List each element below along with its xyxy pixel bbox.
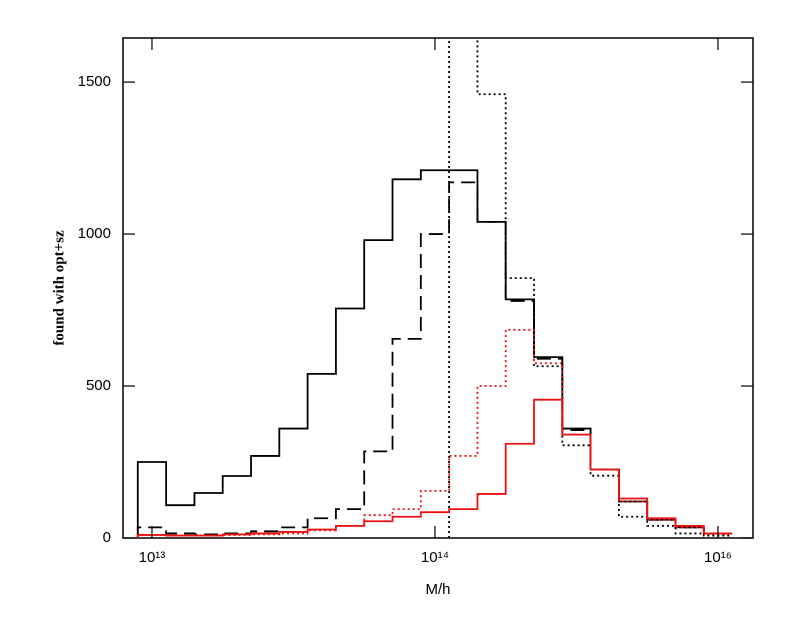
histogram-line [136, 398, 733, 538]
histogram-line [136, 181, 733, 538]
histogram-line [136, 328, 733, 538]
y-tick-label: 500 [86, 377, 111, 394]
x-tick-label: 10¹⁴ [421, 549, 449, 566]
y-tick-label: 0 [103, 529, 111, 546]
x-axis-label: M/h [425, 581, 450, 598]
histogram-line [136, 169, 733, 538]
x-tick-label: 10¹⁶ [704, 549, 732, 566]
y-tick-label: 1000 [78, 225, 111, 242]
x-tick-label: 10¹³ [139, 549, 166, 566]
series-layer [136, 38, 733, 538]
plot-frame [122, 37, 754, 539]
y-axis-label: found with opt+sz [51, 230, 67, 346]
y-tick-label: 1500 [78, 73, 111, 90]
